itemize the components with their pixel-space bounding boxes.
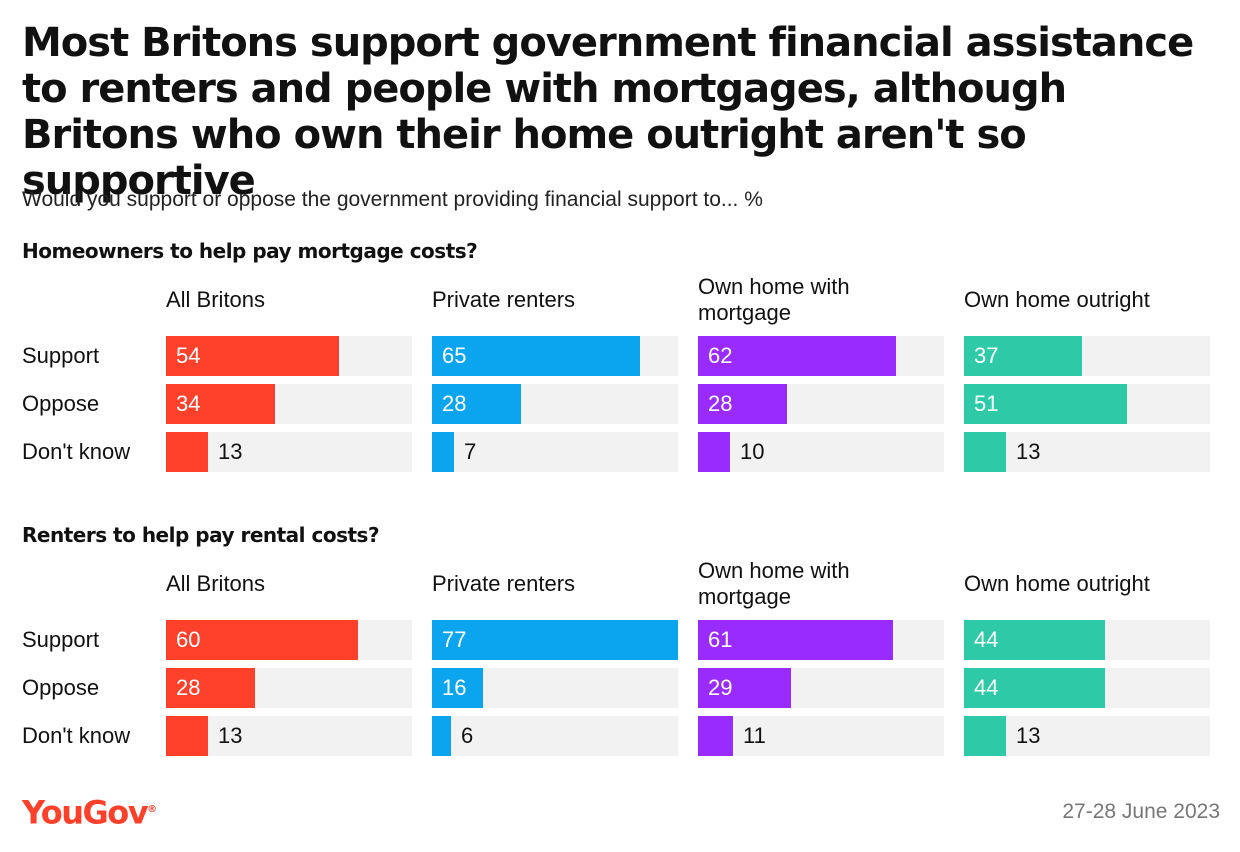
- bar-track: 29: [698, 668, 944, 708]
- data-label: 13: [1016, 723, 1041, 748]
- bar-track: 65: [432, 336, 678, 376]
- group-label-all-britons: All Britons: [166, 287, 266, 312]
- bar-track: 54: [166, 336, 412, 376]
- data-label: 34: [176, 391, 201, 416]
- panel-title: Renters to help pay rental costs?: [22, 523, 380, 547]
- bar-oppose: [698, 668, 791, 708]
- data-label: 60: [176, 627, 201, 652]
- bar-track: 10: [698, 432, 944, 472]
- data-label: 77: [442, 627, 467, 652]
- data-label: 13: [1016, 439, 1041, 464]
- bar-track: 44: [964, 668, 1210, 708]
- bar-don-t-know: [698, 716, 733, 756]
- data-label: 37: [974, 343, 999, 368]
- data-label: 13: [218, 723, 243, 748]
- bar-track: 44: [964, 620, 1210, 660]
- row-label-support: Support: [22, 627, 100, 652]
- survey-date: 27-28 June 2023: [1062, 800, 1220, 823]
- group-label-private-renters: Private renters: [432, 571, 576, 596]
- bar-track: 62: [698, 336, 944, 376]
- bar-don-t-know: [166, 432, 208, 472]
- bar-track: 34: [166, 384, 412, 424]
- data-label: 65: [442, 343, 467, 368]
- bar-don-t-know: [698, 432, 730, 472]
- bar-track: 16: [432, 668, 678, 708]
- bar-oppose: [432, 384, 521, 424]
- bar-oppose: [698, 384, 787, 424]
- data-label: 16: [442, 675, 467, 700]
- bar-track: 13: [964, 716, 1210, 756]
- row-label-oppose: Oppose: [22, 391, 100, 416]
- bar-track: 28: [698, 384, 944, 424]
- bar-track: 28: [432, 384, 678, 424]
- data-label: 11: [743, 723, 766, 748]
- bar-oppose: [166, 668, 255, 708]
- bar-oppose: [432, 668, 483, 708]
- group-label-private-renters: Private renters: [432, 287, 576, 312]
- chart-subtitle: Would you support or oppose the governme…: [22, 188, 763, 211]
- data-label: 44: [974, 675, 999, 700]
- bar-oppose: [964, 668, 1105, 708]
- bar-support: [166, 336, 339, 376]
- bar-oppose: [964, 384, 1127, 424]
- bar-support: [698, 620, 893, 660]
- data-label: 51: [974, 391, 999, 416]
- data-label: 28: [442, 391, 467, 416]
- bar-support: [964, 336, 1082, 376]
- bar-track: 60: [166, 620, 412, 660]
- data-label: 28: [176, 675, 201, 700]
- bar-don-t-know: [432, 716, 451, 756]
- chart-title: Most Britons support government financia…: [22, 20, 1194, 204]
- bar-track: 6: [432, 716, 678, 756]
- data-label: 10: [740, 439, 765, 464]
- bar-track: 61: [698, 620, 944, 660]
- bar-track: 11: [698, 716, 944, 756]
- data-label: 62: [708, 343, 733, 368]
- bar-support: [698, 336, 896, 376]
- data-label: 13: [218, 439, 243, 464]
- bar-oppose: [166, 384, 275, 424]
- bar-track: 13: [964, 432, 1210, 472]
- data-label: 6: [461, 723, 474, 748]
- bar-track: 13: [166, 432, 412, 472]
- data-label: 61: [708, 627, 733, 652]
- bar-track: 37: [964, 336, 1210, 376]
- group-label-own-home-outright: Own home outright: [964, 571, 1150, 596]
- row-label-don-t-know: Don't know: [22, 723, 131, 748]
- row-label-don-t-know: Don't know: [22, 439, 131, 464]
- bar-don-t-know: [166, 716, 208, 756]
- data-label: 7: [464, 439, 477, 464]
- bar-don-t-know: [964, 716, 1006, 756]
- group-label-own-home-with-mortgage: Own home with mortgage: [698, 274, 850, 325]
- bar-support: [166, 620, 358, 660]
- bar-don-t-know: [964, 432, 1006, 472]
- bar-support: [432, 620, 678, 660]
- bar-track: 28: [166, 668, 412, 708]
- data-label: 28: [708, 391, 733, 416]
- bar-track: 77: [432, 620, 678, 660]
- data-label: 44: [974, 627, 999, 652]
- bar-support: [964, 620, 1105, 660]
- group-label-own-home-with-mortgage: Own home with mortgage: [698, 558, 850, 609]
- panel-title: Homeowners to help pay mortgage costs?: [22, 239, 478, 263]
- group-label-own-home-outright: Own home outright: [964, 287, 1150, 312]
- data-label: 29: [708, 675, 733, 700]
- bar-track: 51: [964, 384, 1210, 424]
- row-label-oppose: Oppose: [22, 675, 100, 700]
- data-label: 54: [176, 343, 201, 368]
- bar-support: [432, 336, 640, 376]
- yougov-logo: YouGov®: [22, 793, 158, 832]
- bar-don-t-know: [432, 432, 454, 472]
- bar-track: 7: [432, 432, 678, 472]
- group-label-all-britons: All Britons: [166, 571, 266, 596]
- row-label-support: Support: [22, 343, 100, 368]
- bar-track: 13: [166, 716, 412, 756]
